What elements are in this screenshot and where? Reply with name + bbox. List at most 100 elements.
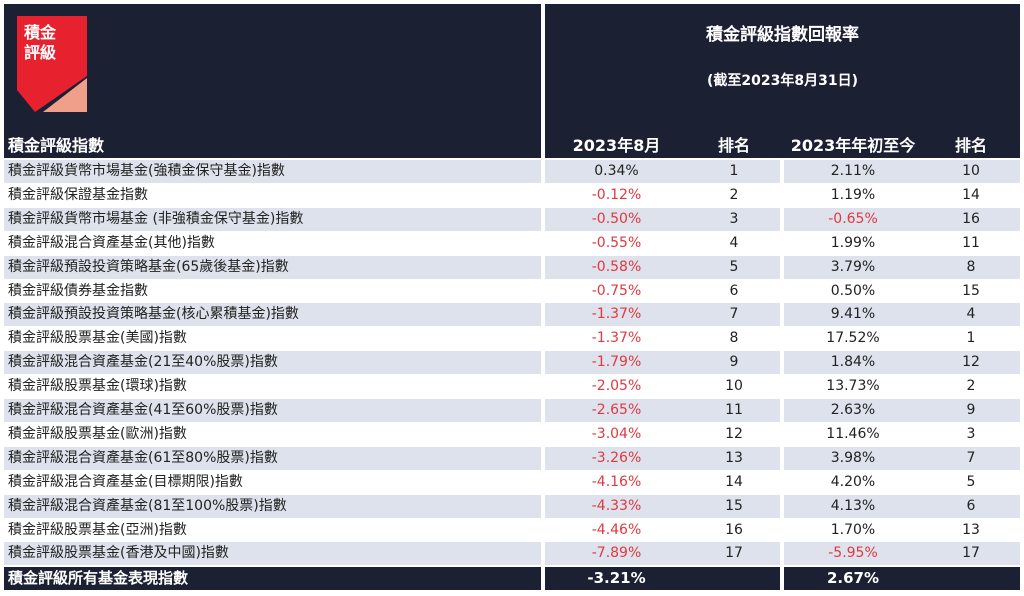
ytd-return: 11.46%: [826, 425, 880, 442]
table-row: 積金評級股票基金(環球)指數 -2.05% 10 13.73% 2: [4, 375, 1020, 399]
index-name: 積金評級混合資產基金(其他)指數: [8, 234, 215, 251]
total-row: 積金評級所有基金表現指數 -3.21% 2.67%: [4, 567, 1020, 590]
row-background: [545, 399, 780, 422]
month-return: -4.33%: [591, 497, 642, 514]
ytd-return: -0.65%: [828, 210, 878, 227]
page-subtitle: (截至2023年8月31日): [707, 73, 858, 89]
month-return: -1.79%: [591, 354, 642, 371]
table-row: 積金評級預設投資策略基金(65歲後基金)指數 -0.58% 5 3.79% 8: [4, 255, 1020, 279]
row-background: [784, 160, 1020, 183]
ytd-rank: 11: [962, 234, 980, 251]
table-row: 積金評級股票基金(亞洲)指數 -4.46% 16 1.70% 13: [4, 518, 1020, 542]
row-background: [4, 231, 541, 255]
row-background: [545, 542, 780, 566]
month-rank: 14: [725, 473, 743, 490]
row-background: [4, 351, 541, 375]
month-return: -4.46%: [591, 521, 642, 538]
table-row: 積金評級債券基金指數 -0.75% 6 0.50% 15: [4, 279, 1020, 303]
row-background: [784, 303, 1020, 327]
row-background: [4, 446, 541, 470]
row-background: [784, 231, 1020, 255]
month-rank: 3: [729, 210, 739, 227]
index-name: 積金評級混合資產基金(61至80%股票)指數: [8, 449, 278, 466]
row-background: [545, 303, 780, 327]
total-ytd-return: 2.67%: [826, 569, 880, 587]
index-name: 積金評級股票基金(環球)指數: [8, 378, 187, 395]
ytd-rank: 17: [962, 545, 980, 562]
month-rank: 9: [729, 354, 739, 371]
ytd-rank: 12: [962, 354, 980, 371]
index-name: 積金評級股票基金(亞洲)指數: [8, 521, 187, 538]
total-index-name: 積金評級所有基金表現指數: [8, 569, 189, 587]
row-background: [4, 542, 541, 566]
table-row: 積金評級預設投資策略基金(核心累積基金)指數 -1.37% 7 9.41% 4: [4, 303, 1020, 327]
table-row: 積金評級股票基金(美國)指數 -1.37% 8 17.52% 1: [4, 327, 1020, 351]
ytd-rank: 9: [966, 402, 976, 418]
row-background: [4, 470, 541, 494]
month-rank-column-header: 排名: [717, 136, 750, 155]
table-row: 積金評級貨幣市場基金(強積金保守基金)指數 0.34% 1 2.11% 10: [4, 160, 1020, 183]
row-background: [4, 375, 541, 399]
ytd-return: -5.95%: [828, 545, 878, 562]
month-rank: 16: [725, 521, 743, 538]
row-background: [545, 207, 780, 231]
table-row: 積金評級貨幣市場基金 (非強積金保守基金)指數 -0.50% 3 -0.65% 16: [4, 207, 1020, 231]
row-background: [784, 470, 1020, 494]
row-background: [784, 399, 1020, 422]
month-rank: 7: [729, 306, 739, 323]
index-name: 積金評級保證基金指數: [8, 186, 148, 203]
month-rank: 1: [729, 163, 739, 179]
month-return: -7.89%: [591, 545, 642, 562]
index-name: 積金評級混合資產基金(21至40%股票)指數: [8, 354, 278, 371]
month-return: -3.26%: [591, 449, 642, 466]
ytd-rank: 3: [966, 425, 976, 442]
month-return: -4.16%: [591, 473, 642, 490]
month-return: -2.65%: [591, 402, 642, 418]
row-background: [4, 494, 541, 518]
table-row: 積金評級股票基金(歐洲)指數 -3.04% 12 11.46% 3: [4, 422, 1020, 446]
row-background: [4, 399, 541, 422]
ytd-rank: 2: [966, 378, 976, 395]
header-right: 積金評級指數回報率 (截至2023年8月31日) 2023年8月 排名 2023…: [545, 4, 1020, 158]
month-rank: 17: [725, 545, 743, 562]
ytd-rank: 4: [966, 306, 976, 323]
ytd-return: 3.79%: [830, 258, 876, 275]
month-rank: 2: [729, 186, 739, 203]
ytd-rank: 16: [962, 210, 980, 227]
row-background: [784, 351, 1020, 375]
row-background: [4, 207, 541, 231]
month-column-header: 2023年8月: [572, 136, 661, 155]
row-background: [784, 255, 1020, 279]
month-rank: 4: [729, 234, 739, 251]
ytd-return: 2.11%: [830, 163, 876, 179]
month-rank: 6: [729, 282, 739, 299]
svg-text:積金: 積金: [23, 23, 57, 42]
table-row: 積金評級混合資產基金(61至80%股票)指數 -3.26% 13 3.98% 7: [4, 446, 1020, 470]
index-name: 積金評級股票基金(美國)指數: [8, 330, 187, 347]
ytd-return: 4.20%: [830, 473, 876, 490]
index-name: 積金評級混合資產基金(41至60%股票)指數: [8, 402, 278, 418]
row-background: [784, 375, 1020, 399]
ytd-rank-column-header: 排名: [954, 136, 987, 155]
row-background: [545, 567, 780, 590]
ytd-rank: 5: [966, 473, 976, 490]
page-title: 積金評級指數回報率: [706, 25, 859, 45]
row-background: [545, 183, 780, 207]
row-background: [4, 183, 541, 207]
index-name: 積金評級混合資產基金(目標期限)指數: [8, 473, 243, 490]
table-row: 積金評級混合資產基金(41至60%股票)指數 -2.65% 11 2.63% 9: [4, 399, 1020, 422]
ytd-return: 17.52%: [826, 330, 880, 347]
row-background: [4, 255, 541, 279]
row-background: [545, 470, 780, 494]
row-background: [784, 279, 1020, 303]
month-rank: 10: [725, 378, 743, 395]
index-name: 積金評級貨幣市場基金 (非強積金保守基金)指數: [8, 210, 304, 227]
month-return: 0.34%: [594, 163, 639, 179]
ytd-column-header: 2023年年初至今: [790, 136, 916, 155]
index-name: 積金評級股票基金(香港及中國)指數: [8, 545, 229, 562]
row-background: [545, 160, 780, 183]
row-background: [784, 494, 1020, 518]
row-background: [545, 231, 780, 255]
row-background: [545, 255, 780, 279]
ytd-rank: 10: [962, 163, 980, 179]
